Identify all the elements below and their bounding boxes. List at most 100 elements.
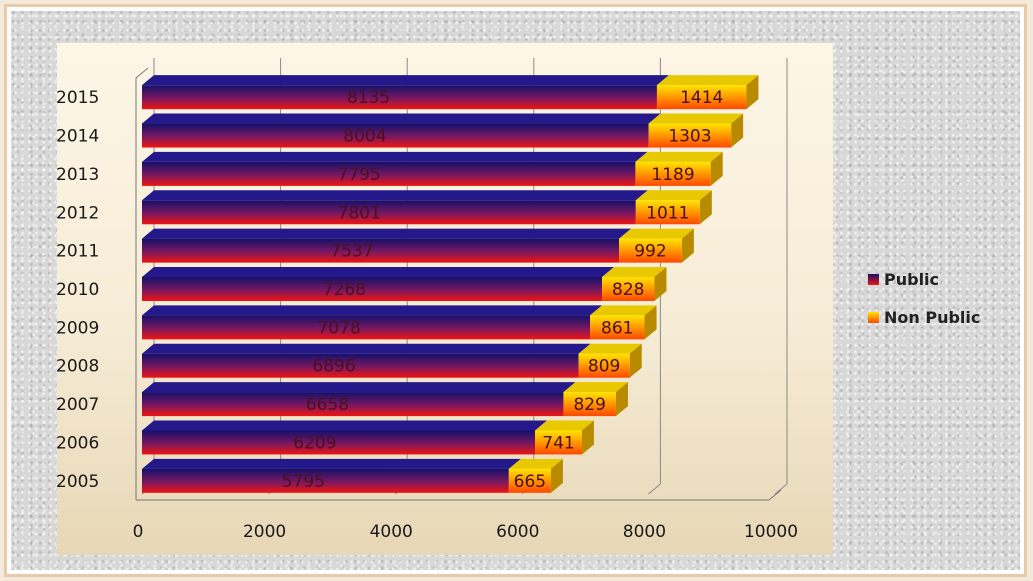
data-label-non-public: 1189 (651, 165, 694, 185)
data-label-public: 6896 (312, 357, 355, 377)
bar-public (142, 85, 657, 110)
bar-non-public-side (710, 151, 723, 186)
x-tick-labels: 0 2000 4000 6000 8000 10000 (133, 522, 798, 542)
bar-public (142, 200, 636, 225)
bar-public (142, 353, 579, 378)
bar-non-public (656, 85, 747, 110)
bar-non-public-top (656, 75, 759, 86)
bar-public (142, 277, 603, 301)
bar-non-public-side (644, 305, 657, 340)
data-label-public: 6209 (293, 433, 336, 453)
legend-item-public: Public (868, 270, 939, 289)
x-axis-depth-line (768, 489, 782, 501)
data-label-non-public: 1011 (646, 203, 689, 223)
bar-non-public-side (550, 458, 563, 493)
x-tick-label: 8000 (623, 522, 666, 542)
bar-non-public (508, 468, 551, 493)
y-tick-label: 2013 (56, 165, 99, 185)
bar-non-public-side (615, 382, 628, 417)
bar-non-public (648, 123, 732, 148)
bar-non-public-side (681, 228, 694, 263)
bar-non-public-side (746, 75, 759, 110)
bar-public-top (142, 190, 648, 201)
bar-non-public-top (590, 305, 657, 316)
bar-non-public-side (629, 343, 642, 378)
bar-public-top (142, 113, 661, 124)
bar-non-public-top (635, 151, 723, 162)
x-tick-label: 0 (133, 522, 144, 542)
bar-non-public (590, 315, 645, 340)
y-tick-label: 2011 (56, 242, 99, 262)
data-label-non-public: 741 (542, 433, 574, 453)
bar-non-public (563, 392, 616, 417)
data-label-public: 7268 (323, 280, 366, 300)
x-tick-label: 2000 (243, 522, 286, 542)
bar-public (142, 238, 620, 263)
y-axis-depth-line (135, 67, 149, 79)
data-label-public: 7537 (330, 242, 373, 262)
bars-group: 8135 1414 8004 1303 7795 1189 7801 1011 7537 992 7… (142, 75, 759, 493)
x-tick-label: 4000 (370, 522, 413, 542)
y-tick-label: 2015 (56, 88, 99, 108)
bar-public-top (142, 267, 615, 277)
data-label-non-public: 809 (588, 357, 620, 377)
bar-public-top (142, 151, 648, 162)
bar-non-public-side (699, 190, 712, 225)
bar-public (142, 392, 564, 417)
bar-public-top (142, 75, 669, 86)
legend-item-non-public: Non Public (868, 308, 980, 327)
bar-non-public-side (581, 420, 594, 455)
data-label-public: 7801 (338, 203, 381, 223)
data-label-non-public: 861 (601, 318, 633, 338)
bar-non-public (578, 353, 630, 378)
legend-label-public: Public (884, 270, 940, 289)
bar-non-public (619, 238, 682, 263)
data-label-non-public: 665 (514, 472, 546, 492)
y-tick-label: 2012 (56, 203, 99, 223)
y-tick-label: 2014 (56, 127, 99, 147)
data-label-non-public: 829 (573, 395, 605, 415)
bar-public-top (142, 382, 576, 393)
x-tick-label: 6000 (496, 522, 539, 542)
data-label-public: 8135 (347, 88, 390, 108)
bar-public-top (142, 305, 603, 316)
y-tick-label: 2006 (56, 433, 99, 453)
legend-swatch-public (868, 274, 879, 285)
data-label-public: 5795 (282, 472, 325, 492)
bar-public (142, 123, 649, 148)
bar-non-public-top (648, 113, 744, 124)
bar-public (142, 315, 591, 340)
bar-non-public (535, 430, 582, 455)
bar-non-public-top (619, 228, 694, 239)
bar-non-public (635, 200, 700, 225)
data-label-public: 7795 (337, 165, 380, 185)
legend-label-non-public: Non Public (884, 308, 981, 327)
y-tick-label: 2007 (56, 395, 99, 415)
data-label-non-public: 992 (634, 242, 666, 262)
bar-non-public-side (731, 113, 744, 148)
data-label-non-public: 1414 (680, 88, 723, 108)
data-label-public: 6658 (306, 395, 349, 415)
bar-public-top (142, 420, 548, 431)
bar-non-public-top (508, 458, 563, 469)
bar-non-public-top (635, 190, 712, 201)
bar-non-public-side (654, 267, 667, 301)
bar-non-public-top (602, 267, 667, 277)
bar-public-top (142, 343, 591, 354)
y-tick-label: 2005 (56, 472, 99, 492)
bar-public-top (142, 458, 521, 469)
bar-non-public-top (563, 382, 628, 393)
data-label-public: 7078 (318, 318, 361, 338)
bar-non-public (602, 277, 655, 301)
y-tick-labels: 2015 2014 2013 2012 2011 2010 2009 2008 2007 2006… (56, 88, 99, 492)
bar-public (142, 161, 636, 186)
bar-non-public-top (535, 420, 594, 431)
floor-line (648, 483, 661, 495)
bar-non-public (635, 161, 711, 186)
bar-public (142, 430, 536, 455)
x-tick-label: 10000 (744, 522, 798, 542)
bar-public (142, 468, 509, 493)
y-tick-label: 2010 (56, 280, 99, 300)
floor-line (774, 483, 788, 495)
